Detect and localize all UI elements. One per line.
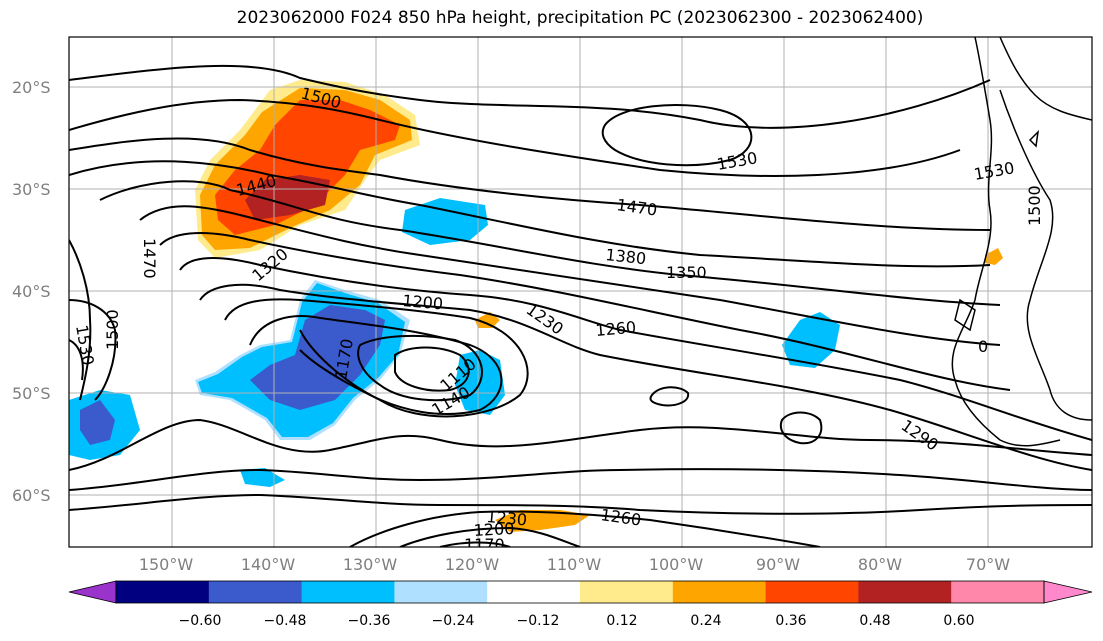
colorbar-segment: [765, 581, 859, 603]
colorbar-segment: [858, 581, 952, 603]
colorbar-tick-label: −0.24: [432, 613, 475, 629]
colorbar-segment: [394, 581, 488, 603]
lon-label: 80°W: [858, 555, 902, 574]
contour-label: 1260: [595, 318, 637, 340]
colorbar: [68, 580, 1093, 604]
colorbar-tick-label: 0.48: [859, 613, 890, 629]
colorbar-tick-label: −0.48: [264, 613, 307, 629]
colorbar-segment: [580, 581, 674, 603]
contour-label: 1500: [103, 309, 122, 350]
lat-label: 50°S: [12, 384, 51, 403]
colorbar-segment: [951, 581, 1045, 603]
lat-label: 40°S: [12, 282, 51, 301]
colorbar-tick-label: 0.36: [775, 613, 806, 629]
latitude-labels: 20°S 30°S 40°S 50°S 60°S: [12, 78, 51, 505]
contour-label: 1350: [666, 263, 707, 282]
colorbar-tick-label: 0.24: [690, 613, 721, 629]
map-plot-area: 1500 1530 1470 1440 1380 1350 1320 1200 …: [69, 37, 1092, 554]
colorbar-segment: [487, 581, 581, 603]
colorbar-tick-labels: −0.60 −0.48 −0.36 −0.24 −0.12 0.12 0.24 …: [179, 613, 975, 629]
colorbar-tick-label: 0.60: [943, 613, 974, 629]
contour-label: 1470: [140, 238, 159, 279]
contour-label: 1230: [486, 507, 528, 529]
contour-label: 1200: [402, 291, 444, 313]
coastline: [951, 37, 1092, 447]
colorbar-segment: [672, 581, 767, 603]
lon-label: 130°W: [343, 555, 398, 574]
map-frame: [68, 36, 1093, 548]
lon-label: 100°W: [649, 555, 704, 574]
colorbar-extend-high: [1043, 580, 1093, 604]
contour-label: 1530: [72, 323, 98, 366]
contour-label: 1530: [715, 148, 758, 174]
colorbar-tick-label: −0.12: [517, 613, 560, 629]
lon-label: 150°W: [139, 555, 194, 574]
colorbar-tick-label: 0.12: [606, 613, 637, 629]
contour-label: 1200: [473, 519, 515, 540]
colorbar-segment: [116, 581, 210, 603]
lat-label: 20°S: [12, 78, 51, 97]
contour-label: 0: [978, 337, 988, 356]
colorbar-segment: [208, 581, 303, 603]
lat-label: 30°S: [12, 180, 51, 199]
height-contours: [69, 64, 1092, 547]
gridlines: [69, 37, 1092, 547]
lon-label: 120°W: [445, 555, 500, 574]
map-title: 2023062000 F024 850 hPa height, precipit…: [236, 8, 924, 28]
contour-label: 1530: [972, 158, 1015, 184]
longitude-labels: 150°W 140°W 130°W 120°W 110°W 100°W 90°W…: [139, 555, 1010, 574]
contour-label: 1380: [605, 245, 647, 268]
lon-label: 70°W: [966, 555, 1010, 574]
colorbar-tick-label: −0.36: [348, 613, 391, 629]
colorbar-outline: [115, 580, 1045, 604]
contour-label: 1290: [898, 416, 942, 455]
lon-label: 110°W: [547, 555, 602, 574]
lon-label: 140°W: [241, 555, 296, 574]
precip-positive-area-1: [195, 80, 420, 258]
contour-label: 1470: [615, 195, 658, 219]
lat-label: 60°S: [12, 486, 51, 505]
colorbar-extend-low: [68, 580, 117, 604]
colorbar-tick-label: −0.60: [179, 613, 222, 629]
contour-label: 1500: [1025, 185, 1044, 226]
lon-label: 90°W: [756, 555, 800, 574]
colorbar-segment: [301, 581, 395, 603]
contour-label: 1170: [464, 535, 505, 554]
